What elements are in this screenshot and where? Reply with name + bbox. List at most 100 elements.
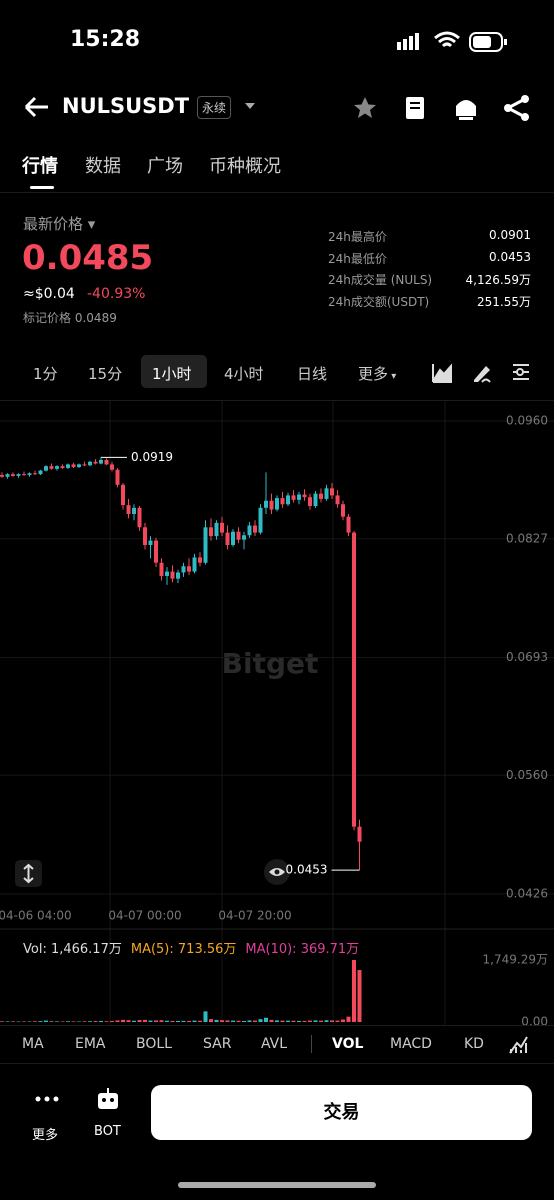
toolbar-icons[interactable] xyxy=(430,360,530,386)
volume-bar xyxy=(187,1020,191,1022)
tab[interactable]: 广场 xyxy=(147,156,183,177)
trade-button[interactable]: 交易 xyxy=(151,1085,532,1140)
volume-bar xyxy=(313,1020,318,1022)
bot-label[interactable]: BOT xyxy=(94,1124,121,1139)
tab[interactable]: 数据 xyxy=(85,156,121,177)
interval[interactable]: 1分 xyxy=(33,365,58,383)
legend-vol: Vol: 1,466.17万 xyxy=(23,942,122,957)
candle-body xyxy=(38,470,43,475)
indicator[interactable]: KD xyxy=(464,1036,484,1052)
volume-bar xyxy=(33,1021,37,1022)
interval[interactable]: 4小时 xyxy=(224,365,264,383)
candle-body xyxy=(335,495,340,505)
more-label[interactable]: 更多 xyxy=(32,1128,59,1143)
bot-icon[interactable] xyxy=(95,1088,121,1112)
interval[interactable]: 15分 xyxy=(88,365,123,383)
tab[interactable]: 币种概况 xyxy=(209,156,281,177)
candle-body xyxy=(154,540,158,563)
interval[interactable]: 日线 xyxy=(297,365,328,383)
symbol[interactable]: NULSUSDT xyxy=(62,94,190,118)
dropdown[interactable] xyxy=(243,101,257,111)
divider xyxy=(0,400,554,401)
volume-bar xyxy=(297,1020,301,1022)
volume-bar xyxy=(286,1020,290,1022)
header-icons[interactable] xyxy=(350,94,535,122)
candle-body xyxy=(181,566,186,573)
candle-body xyxy=(148,540,153,546)
legend-ma5: MA(5): 713.56万 xyxy=(130,942,237,957)
indicator[interactable]: MACD xyxy=(390,1036,432,1052)
candle-body xyxy=(280,498,285,505)
price-label: 最新价格 ▾ xyxy=(23,215,96,233)
more-icon[interactable] xyxy=(34,1093,60,1105)
y-tick-label: 0.0693 xyxy=(506,650,548,664)
volume-bar xyxy=(110,1021,114,1022)
candle-body xyxy=(297,494,301,500)
tab-indicator xyxy=(30,186,54,189)
volume-legend: Vol: 1,466.17万 MA(5): 713.56万 MA(10): 369.… xyxy=(23,938,368,957)
candle-body xyxy=(88,461,92,466)
y-tick-label: 0.0426 xyxy=(506,887,548,901)
candle-body xyxy=(225,532,230,546)
volume-bar xyxy=(225,1020,230,1022)
indicator[interactable]: SAR xyxy=(203,1036,232,1052)
volume-bar xyxy=(176,1021,180,1022)
candle-body xyxy=(313,493,318,507)
volume-bar xyxy=(275,1020,279,1022)
stat-value: 0.0453 xyxy=(489,249,531,264)
price-change: -40.93% xyxy=(87,286,146,302)
stat-value: 4,126.59万 xyxy=(465,273,531,287)
candle-body xyxy=(275,498,279,510)
mark-price: 标记价格 0.0489 xyxy=(23,309,117,326)
candle-body xyxy=(16,474,21,476)
indicator[interactable]: AVL xyxy=(261,1036,288,1052)
candle-body xyxy=(5,474,10,477)
candle-body xyxy=(247,525,252,536)
contract-tag: 永续 xyxy=(197,96,232,119)
volume-bar xyxy=(352,960,356,1022)
interval[interactable]: 1小时 xyxy=(152,365,192,383)
volume-bar xyxy=(280,1020,285,1022)
candle-body xyxy=(104,459,109,465)
stat-label: 24h最高价 xyxy=(328,230,387,244)
status-icons xyxy=(397,31,507,52)
volume-bar xyxy=(247,1020,252,1022)
eye-pupil xyxy=(274,869,280,875)
volume-bar xyxy=(181,1020,186,1022)
indicator-settings[interactable] xyxy=(507,1033,529,1055)
candle-body xyxy=(11,474,15,476)
volume-bar xyxy=(346,1016,351,1022)
volume-bar xyxy=(198,1020,202,1022)
candle-body xyxy=(253,525,257,533)
indicator[interactable]: VOL xyxy=(332,1036,364,1052)
candle-body xyxy=(27,473,32,476)
home-indicator xyxy=(178,1182,376,1188)
candle-body xyxy=(0,475,4,477)
back-button[interactable] xyxy=(22,94,52,120)
x-tick-label: 04-07 00:00 xyxy=(108,909,181,923)
candle-body xyxy=(44,466,48,471)
candle-body xyxy=(55,466,59,469)
volume-bar xyxy=(143,1019,147,1022)
candle-body xyxy=(33,473,37,475)
indicator[interactable]: MA xyxy=(22,1036,44,1052)
indicator[interactable]: BOLL xyxy=(136,1036,172,1052)
volume-bar xyxy=(264,1017,268,1022)
tab[interactable]: 行情 xyxy=(22,156,58,177)
divider xyxy=(0,1025,554,1026)
volume-bar xyxy=(44,1020,48,1022)
candle-body xyxy=(319,493,323,499)
interval[interactable]: 更多 ▾ xyxy=(358,365,397,383)
volume-bar xyxy=(104,1021,109,1022)
y-tick-label: 0.0827 xyxy=(506,531,548,545)
mark-label: 标记价格 xyxy=(23,311,72,325)
candle-body xyxy=(302,494,307,498)
indicator[interactable]: EMA xyxy=(75,1036,106,1052)
candle-body xyxy=(291,495,296,500)
volume-bar xyxy=(330,1020,334,1022)
volume-bar xyxy=(220,1020,224,1022)
stat-value: 251.55万 xyxy=(477,294,531,309)
volume-bar xyxy=(335,1020,340,1022)
candle-body xyxy=(258,507,263,533)
candle-body xyxy=(143,527,147,546)
